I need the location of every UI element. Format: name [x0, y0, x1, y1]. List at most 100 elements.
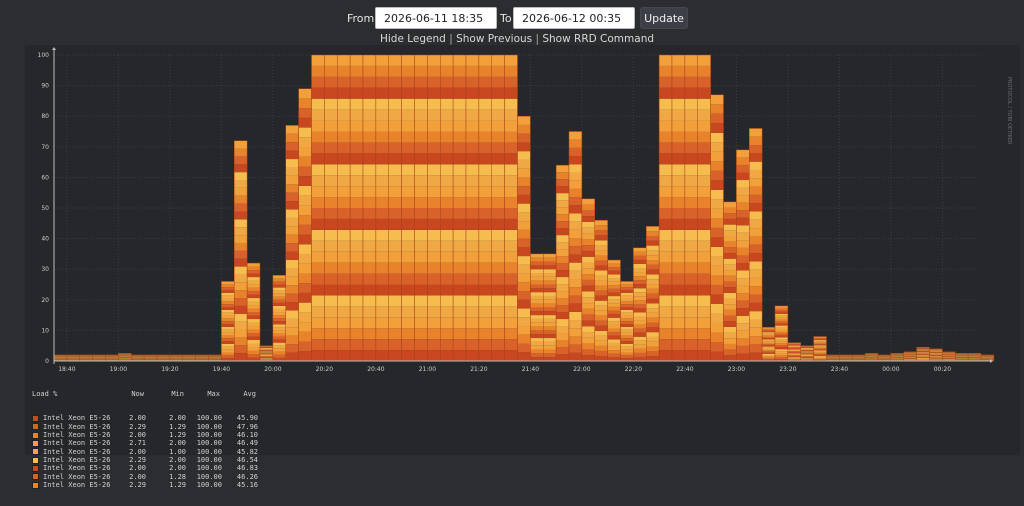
show-previous-link[interactable]: Show Previous: [456, 33, 532, 45]
bar-segment: [312, 142, 325, 153]
bar-segment: [775, 341, 788, 343]
bar-segment: [518, 300, 531, 309]
bar-segment: [659, 263, 672, 274]
bar-segment: [324, 230, 337, 241]
bar-segment: [221, 293, 234, 296]
bar-segment: [608, 314, 621, 318]
bar-segment: [672, 274, 685, 285]
bar-segment: [736, 263, 749, 271]
bar-segment: [621, 330, 634, 333]
legend-header-avg: Avg: [220, 390, 256, 398]
x-tick-label: 23:00: [728, 366, 745, 373]
update-button[interactable]: Update: [640, 7, 688, 29]
bar-segment: [505, 66, 518, 77]
bar-segment: [466, 208, 479, 219]
bar-segment: [582, 274, 595, 280]
bar-segment: [453, 55, 466, 66]
bar-segment: [698, 88, 711, 99]
bar-segment: [363, 350, 376, 361]
bar-segment: [530, 304, 543, 308]
bar-segment: [646, 289, 659, 294]
bar-segment: [608, 307, 621, 311]
hide-legend-link[interactable]: Hide Legend: [380, 33, 446, 45]
bar-segment: [814, 350, 827, 351]
to-date-input[interactable]: [513, 7, 635, 29]
bar-segment: [415, 208, 428, 219]
bar-segment: [260, 352, 273, 353]
bar-segment: [505, 274, 518, 285]
bar-segment: [724, 225, 737, 231]
bar-segment: [260, 356, 273, 357]
bar-segment: [505, 208, 518, 219]
bar-segment: [273, 275, 286, 278]
bar-segment: [221, 333, 234, 336]
bar-segment: [698, 285, 711, 296]
bar-segment: [389, 153, 402, 164]
bar-segment: [569, 164, 582, 172]
bar-segment: [221, 324, 234, 327]
bar-segment: [518, 335, 531, 344]
bar-segment: [234, 353, 247, 361]
bar-segment: [698, 66, 711, 77]
bar-segment: [337, 175, 350, 186]
bar-segment: [415, 339, 428, 350]
bar-segment: [608, 271, 621, 275]
bar-segment: [363, 263, 376, 274]
time-bar: [106, 355, 119, 361]
bar-segment: [492, 328, 505, 339]
bar-segment: [273, 309, 286, 312]
bar-segment: [505, 132, 518, 143]
bar-segment: [698, 219, 711, 230]
bar-segment: [273, 291, 286, 294]
bar-segment: [814, 340, 827, 341]
bar-segment: [749, 162, 762, 170]
bar-segment: [286, 327, 299, 335]
legend-min: 2.00: [146, 439, 186, 447]
bar-segment: [724, 242, 737, 248]
show-rrd-command-link[interactable]: Show RRD Command: [542, 33, 654, 45]
bar-segment: [582, 315, 595, 321]
bar-segment: [711, 114, 724, 124]
legend-now: 2.29: [94, 456, 146, 464]
bar-segment: [505, 55, 518, 66]
bar-segment: [324, 328, 337, 339]
bar-segment: [221, 344, 234, 347]
bar-segment: [299, 244, 312, 254]
bar-segment: [273, 349, 286, 352]
bar-segment: [711, 152, 724, 162]
bar-segment: [363, 77, 376, 88]
bar-segment: [595, 316, 608, 321]
bar-segment: [363, 186, 376, 197]
bar-segment: [440, 77, 453, 88]
bar-segment: [621, 293, 634, 296]
bar-segment: [595, 276, 608, 281]
bar-segment: [299, 89, 312, 99]
bar-segment: [324, 153, 337, 164]
bar-segment: [273, 297, 286, 300]
bar-segment: [376, 263, 389, 274]
bar-segment: [363, 208, 376, 219]
bar-segment: [608, 267, 621, 271]
bar-segment: [724, 355, 737, 361]
bar-segment: [582, 349, 595, 355]
bar-segment: [221, 290, 234, 293]
y-tick-label: 80: [41, 113, 49, 120]
bar-segment: [749, 295, 762, 303]
bar-segment: [260, 359, 273, 360]
bar-segment: [672, 197, 685, 208]
bar-segment: [801, 350, 814, 351]
bar-segment: [569, 197, 582, 205]
bar-segment: [440, 306, 453, 317]
bar-segment: [543, 258, 556, 262]
time-bar: [659, 55, 672, 361]
bar-segment: [569, 148, 582, 156]
legend-swatch: [32, 423, 39, 430]
bar-segment: [698, 175, 711, 186]
from-date-input[interactable]: [375, 7, 497, 29]
bar-segment: [543, 254, 556, 258]
bar-segment: [492, 132, 505, 143]
bar-segment: [659, 295, 672, 306]
bar-segment: [801, 348, 814, 349]
bar-segment: [299, 137, 312, 147]
bar-segment: [582, 263, 595, 269]
